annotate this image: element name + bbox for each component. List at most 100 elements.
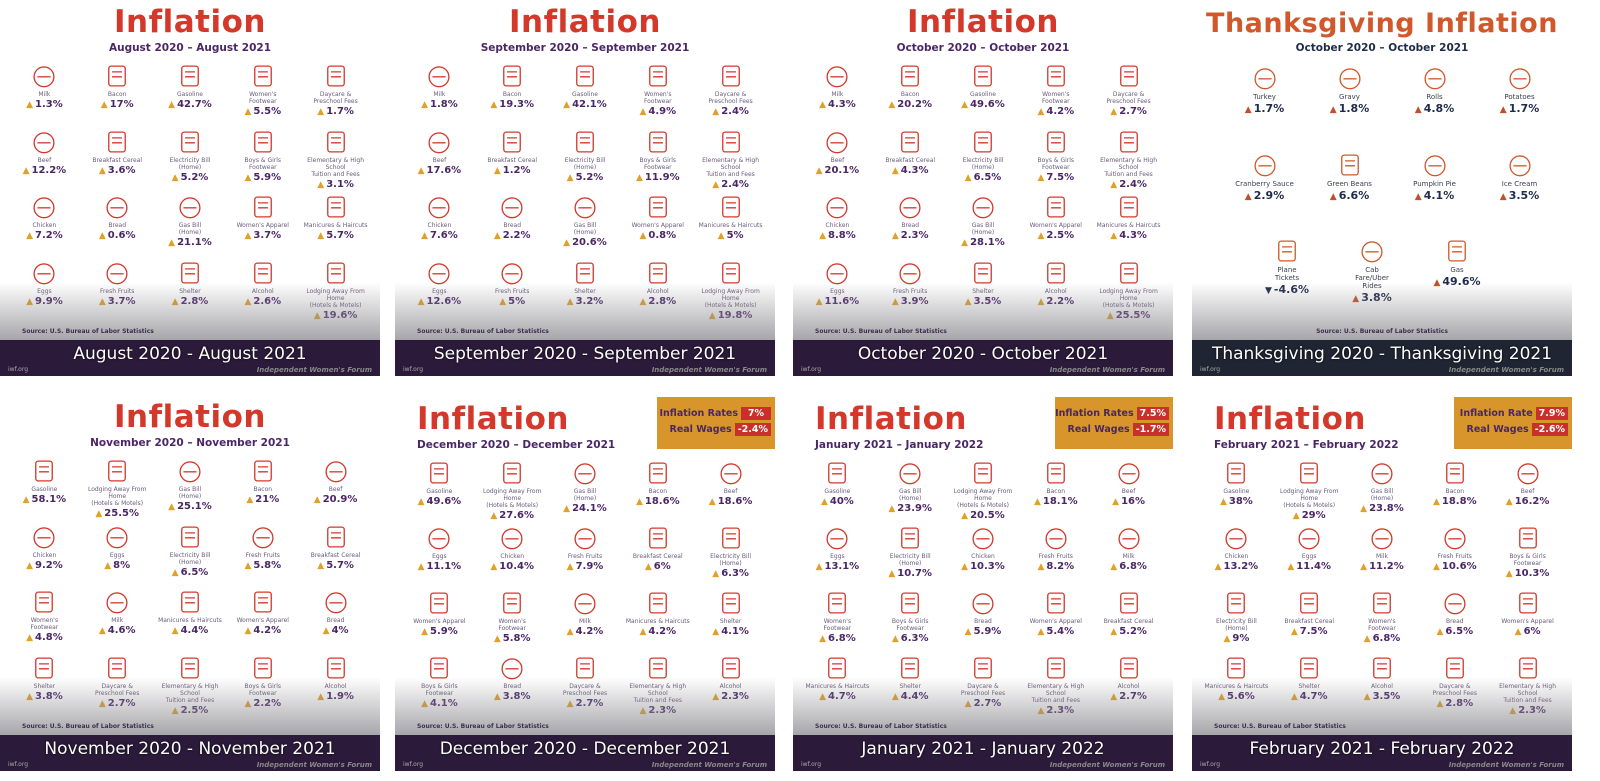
- item-value: 4.8%: [1423, 102, 1455, 115]
- item-value: 5.2%: [575, 171, 604, 183]
- item-cell: Gasoline ▲ 42.1%: [549, 62, 622, 128]
- green-bean-icon: [1336, 151, 1364, 179]
- item-label: Bacon: [1445, 488, 1465, 495]
- item-cell: Gasoline ▲ 58.1%: [8, 457, 81, 523]
- bacon-icon: [1441, 459, 1469, 487]
- item-cell: Bread ▲ 4%: [299, 588, 372, 654]
- item-cell: Bacon ▲ 17%: [81, 62, 154, 128]
- item-label: Beef: [37, 156, 52, 164]
- item-change: ▲ 4.2%: [244, 625, 281, 637]
- hotel-icon: [498, 459, 526, 487]
- panel-title: Inflation: [509, 4, 661, 40]
- item-label: Bread: [901, 222, 920, 229]
- item-change: ▲ 2.4%: [712, 179, 749, 191]
- item-change: ▲ 10.7%: [888, 568, 932, 580]
- triangle-up-icon: ▲: [1505, 569, 1513, 579]
- bottom-fade: [793, 677, 1173, 741]
- item-change: ▲ 5.8%: [244, 560, 281, 572]
- item-label: Electricity Bill (Home): [169, 551, 211, 566]
- items-grid: Milk ▲ 1.8% Bacon ▲ 19.3% Gasoline ▲ 42.1% Women'…: [403, 62, 767, 324]
- triangle-up-icon: ▲: [1214, 562, 1222, 572]
- item-cell: Ice Cream ▲ 3.5%: [1477, 151, 1562, 238]
- item-value: 42.7%: [177, 99, 212, 110]
- triangle-up-icon: ▲: [961, 511, 969, 521]
- rates-box: Inflation Rate 7.9% Real Wages -2.6%: [1454, 397, 1572, 449]
- hotel-icon: [103, 457, 131, 485]
- video-caption: December 2020 - December 2021: [439, 739, 731, 759]
- item-cell: Turkey ▲ 1.7%: [1222, 64, 1307, 151]
- item-change: ▲ 4.9%: [639, 106, 676, 118]
- scissors-icon: [717, 193, 745, 221]
- bread-icon: [322, 588, 350, 616]
- item-cell: Women's Footwear ▲ 5.8%: [476, 589, 549, 654]
- hotel-icon: [1295, 459, 1323, 487]
- triangle-up-icon: ▲: [639, 627, 647, 637]
- gas-meter-icon: [571, 459, 599, 487]
- item-value: 20.2%: [897, 99, 932, 110]
- item-change: ▲ 28.1%: [961, 237, 1005, 249]
- item-change: ▲ 10.6%: [1433, 561, 1477, 573]
- panel-title: Inflation: [815, 401, 967, 437]
- item-change: ▲ 18.6%: [636, 496, 680, 508]
- item-label: Beef: [723, 488, 738, 495]
- fruit-icon: [1042, 524, 1070, 552]
- steak-icon: [1115, 459, 1143, 487]
- eggs-icon: [103, 523, 131, 551]
- triangle-up-icon: ▲: [26, 560, 33, 571]
- triangle-up-icon: ▲: [964, 172, 972, 183]
- item-label: Breakfast Cereal: [487, 156, 538, 164]
- item-value: 12.2%: [31, 164, 67, 176]
- triangle-up-icon: ▲: [964, 627, 972, 637]
- item-label: Lodging Away From Home (Hotels & Motels): [482, 488, 542, 509]
- triangle-up-icon: ▲: [1037, 107, 1045, 117]
- item-cell: Fresh Fruits ▲ 7.9%: [549, 524, 622, 589]
- high-heel-icon: [644, 62, 672, 90]
- item-value: 28.1%: [970, 237, 1005, 248]
- triangle-up-icon: ▲: [712, 627, 720, 637]
- item-label: Fresh Fruits: [567, 553, 603, 560]
- item-label: Gas Bill (Home): [573, 222, 597, 236]
- item-change: ▲ 1.8%: [421, 99, 458, 111]
- item-label: Bacon: [502, 91, 522, 98]
- pie-icon: [1421, 151, 1449, 179]
- bread-icon: [969, 589, 997, 617]
- triangle-up-icon: ▲: [891, 231, 899, 241]
- item-label: Women's Apparel: [1029, 222, 1082, 229]
- item-value: 0.6%: [107, 230, 136, 241]
- triangle-up-icon: ▲: [421, 627, 428, 637]
- item-change: ▲ 17%: [101, 99, 134, 111]
- caption-bar: [793, 735, 1173, 771]
- video-caption: February 2021 - February 2022: [1249, 739, 1515, 759]
- item-label: Boys & Girls Footwear: [244, 156, 282, 171]
- item-change: ▲ 58.1%: [23, 494, 67, 506]
- item-change: ▲ 6%: [645, 561, 671, 573]
- item-value: 10.6%: [1441, 561, 1477, 572]
- triangle-up-icon: ▲: [244, 172, 252, 183]
- panel-title: Thanksgiving Inflation: [1206, 8, 1558, 39]
- chicken-leg-icon: [823, 193, 851, 221]
- item-value: 4.2%: [648, 626, 677, 637]
- item-change: ▲ 8.8%: [819, 230, 856, 242]
- item-cell: Eggs ▲ 13.1%: [801, 524, 874, 589]
- triangle-up-icon: ▲: [820, 497, 828, 507]
- item-value: 7.5%: [1299, 626, 1328, 637]
- item-cell: Bread ▲ 0.6%: [81, 193, 154, 259]
- item-cell: Chicken ▲ 10.4%: [476, 524, 549, 589]
- triangle-up-icon: ▲: [171, 172, 179, 183]
- fruit-icon: [249, 523, 277, 551]
- cereal-icon: [896, 128, 924, 156]
- triangle-up-icon: ▲: [1110, 107, 1118, 117]
- item-change: ▲ 6.5%: [1436, 626, 1473, 638]
- item-label: Ice Cream: [1501, 179, 1538, 188]
- item-value: 8.2%: [1046, 561, 1075, 572]
- item-label: Bacon: [648, 488, 668, 495]
- item-change: ▲ 5.8%: [494, 633, 531, 645]
- item-value: 4.3%: [900, 164, 929, 176]
- item-label: Gasoline: [1223, 488, 1250, 495]
- item-change: ▲ 19.3%: [490, 99, 534, 111]
- item-value: 5.8%: [253, 559, 282, 571]
- item-change: ▲ 11.4%: [1287, 561, 1331, 573]
- item-label: Green Beans: [1327, 179, 1372, 188]
- item-value: 16.2%: [1514, 496, 1550, 507]
- item-label: Gas Bill (Home): [178, 222, 202, 236]
